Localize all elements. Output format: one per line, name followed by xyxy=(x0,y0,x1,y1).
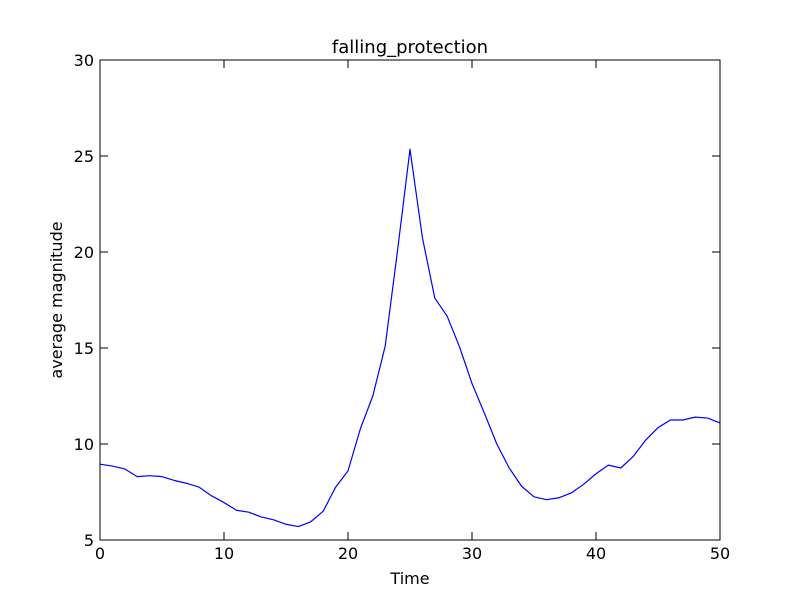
y-tick-label: 15 xyxy=(74,339,94,358)
x-tick-label: 20 xyxy=(338,544,358,563)
y-tick-label: 20 xyxy=(74,243,94,262)
x-axis-label: Time xyxy=(389,569,429,588)
x-tick-label: 10 xyxy=(214,544,234,563)
y-tick-label: 25 xyxy=(74,147,94,166)
chart-title: falling_protection xyxy=(332,37,488,58)
plot-frame xyxy=(99,59,721,541)
x-tick-label: 30 xyxy=(462,544,482,563)
x-tick-label: 50 xyxy=(710,544,730,563)
series-group xyxy=(99,148,721,528)
y-axis-label: average magnitude xyxy=(47,221,66,378)
series-line xyxy=(99,148,721,528)
x-tick-label: 40 xyxy=(586,544,606,563)
x-tick-label: 0 xyxy=(95,544,105,563)
y-tick-label: 30 xyxy=(74,51,94,70)
y-tick-label: 10 xyxy=(74,435,94,454)
y-tick-label: 5 xyxy=(84,531,94,550)
axis-ticks: 0 10 20 30 40 50 5 10 15 20 25 30 xyxy=(74,51,731,563)
